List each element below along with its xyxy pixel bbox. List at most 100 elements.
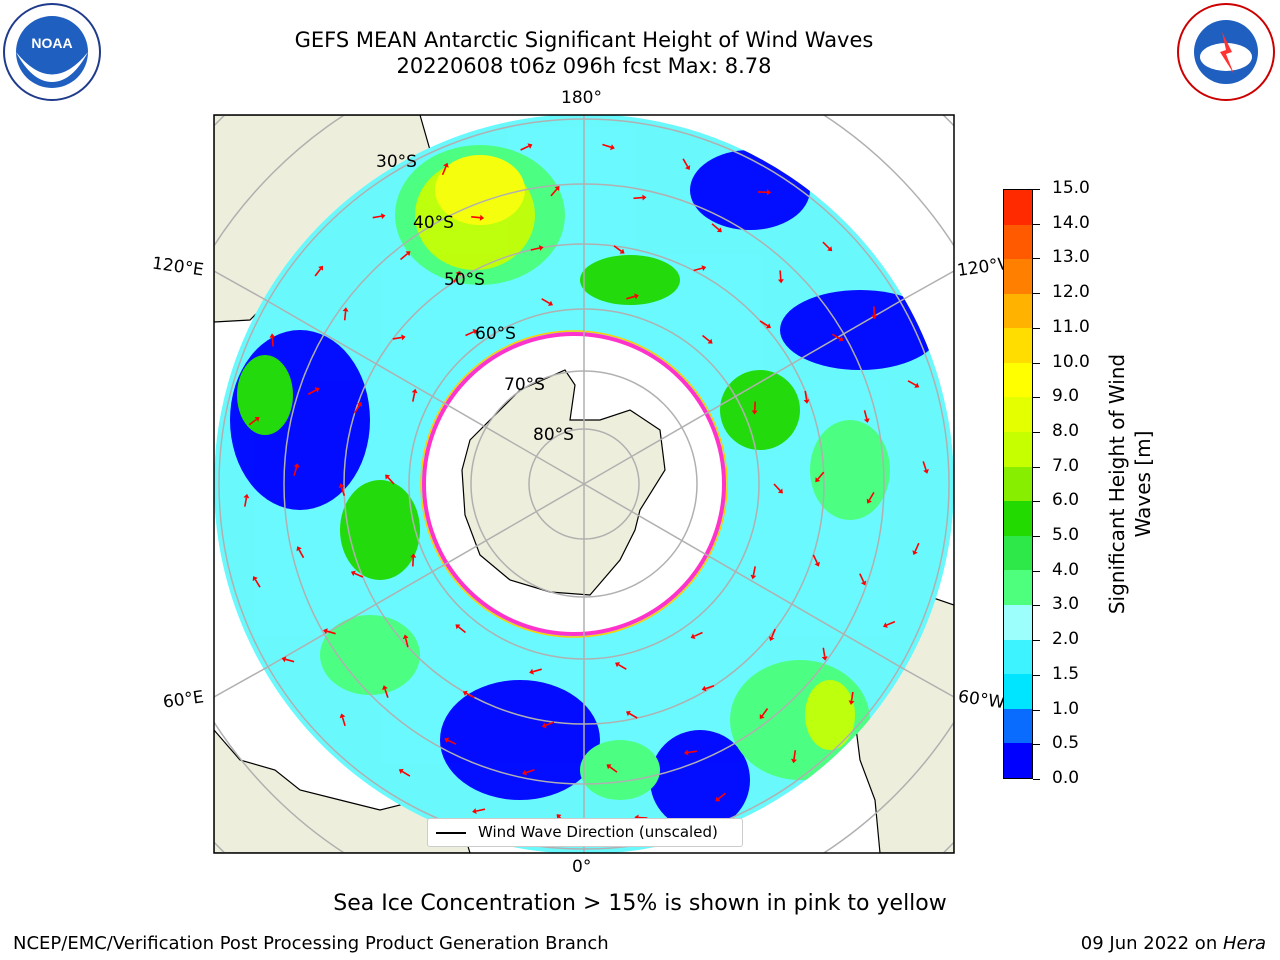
colorbar [1003,189,1033,779]
wave-direction-arrow [530,247,540,251]
wave-direction-arrow [293,466,298,476]
wave-direction-arrow [254,579,261,588]
colorbar-tick-label: 1.5 [1052,663,1080,684]
wave-direction-arrow [831,333,841,340]
wave-direction-arrow [602,143,612,148]
colorbar-tick-mark [1033,640,1040,642]
wave-direction-arrow [465,692,475,699]
wave-direction-arrowhead [715,796,721,802]
wave-direction-arrow [626,295,636,300]
colorbar-tick-mark [1033,570,1040,572]
lat-label-40s: 40°S [413,213,454,233]
wave-direction-arrowhead [701,265,707,271]
wave-direction-arrow [441,166,447,176]
colorbar-tick-label: 10.0 [1052,351,1090,372]
colorbar-title: Significant Height of Wind Waves [m] [1105,353,1155,615]
colorbar-tick-mark [1033,431,1040,433]
colorbar-segment [1004,466,1032,502]
wave-direction-arrow [850,691,854,702]
noaa-logo: NOAA [2,2,102,102]
map-legend: Wind Wave Direction (unscaled) [427,818,743,847]
wave-direction-arrow [633,196,643,200]
wave-direction-arrow [779,270,782,280]
wave-direction-arrowhead [866,498,872,504]
legend-line-sample [436,832,466,834]
wave-direction-arrowhead [529,668,534,675]
wave-direction-arrow [354,572,364,578]
wave-direction-arrow [387,476,395,485]
colorbar-tick-label: 12.0 [1052,282,1090,303]
wave-direction-arrowhead [455,270,461,276]
footer-host: Hera [1222,933,1266,954]
colorbar-tick-mark [1033,709,1040,711]
wave-direction-arrow [298,549,305,559]
wave-direction-arrowhead [821,656,828,661]
sea-ice-note: Sea Ice Concentration > 15% is shown in … [333,891,947,916]
wave-direction-arrow [718,792,726,800]
wave-direction-arrow [868,491,875,501]
wave-direction-arrowhead [707,338,713,344]
wave-direction-arrowhead [323,628,328,635]
wave-direction-arrowhead [296,546,302,552]
wave-direction-arrow [907,380,917,386]
colorbar-tick-label: 11.0 [1052,316,1090,337]
wind-wave-direction-arrows [243,143,929,825]
wave-direction-arrow [804,390,808,401]
wave-direction-arrowhead [548,300,553,306]
colorbar-segment [1004,501,1032,536]
wave-direction-arrow [384,688,389,698]
wave-direction-arrow [613,245,622,252]
wave-direction-arrowhead [342,307,349,312]
colorbar-tick-label: 0.5 [1052,733,1080,754]
colorbar-tick-label: 7.0 [1052,455,1080,476]
wave-direction-arrowhead [626,710,631,717]
colorbar-tick-label: 9.0 [1052,386,1080,407]
wave-direction-arrow [793,750,797,760]
wave-direction-arrowhead [385,474,391,480]
footer-credit: NCEP/EMC/Verification Post Processing Pr… [13,933,609,954]
wave-direction-arrowhead [405,251,411,257]
graticule [218,115,950,853]
colorbar-tick-mark [1033,779,1040,780]
colorbar-tick-label: 4.0 [1052,559,1080,580]
wave-direction-arrowhead [444,737,450,743]
wave-direction-arrow [705,684,715,690]
wave-direction-arrow [340,486,346,497]
wave-direction-arrowhead [318,265,323,271]
map-frame [213,114,955,854]
wave-direction-arrow [759,320,769,327]
wave-direction-arrow [629,712,638,719]
wave-direction-arrow [822,647,826,657]
wave-direction-arrowhead [338,483,345,489]
colorbar-tick-label: 14.0 [1052,212,1090,233]
lat-label-50s: 50°S [444,270,485,290]
wave-direction-arrow [307,389,317,396]
colorbar-segment [1004,328,1032,363]
wave-direction-arrow [817,471,825,480]
wave-direction-arrow [711,223,720,231]
wave-direction-arrowhead [767,189,772,196]
wave-direction-arrowhead [554,186,560,191]
wave-direction-arrowhead [759,714,765,719]
wave-direction-arrow [761,708,769,717]
colorbar-tick-label: 13.0 [1052,247,1090,268]
wave-direction-arrow [922,461,927,471]
antarctica-land [461,369,666,596]
colorbar-tick-mark [1033,258,1040,260]
wave-direction-arrowhead [472,808,477,814]
colorbar-segment [1004,362,1032,398]
colorbar-tick-mark [1033,674,1040,676]
legend-label: Wind Wave Direction (unscaled) [478,823,718,841]
colorbar-tick-label: 0.0 [1052,768,1080,788]
wave-direction-arrowhead [455,624,461,630]
wave-direction-arrowhead [912,550,918,555]
wave-direction-arrow [702,334,710,342]
colorbar-segment [1004,743,1032,778]
wave-direction-arrow [372,215,382,219]
colorbar-segment [1004,224,1032,260]
wave-direction-arrowhead [914,382,920,388]
colorbar-tick-label: 15.0 [1052,178,1090,198]
colorbar-tick-mark [1033,466,1040,468]
wave-direction-arrowhead [684,749,689,756]
